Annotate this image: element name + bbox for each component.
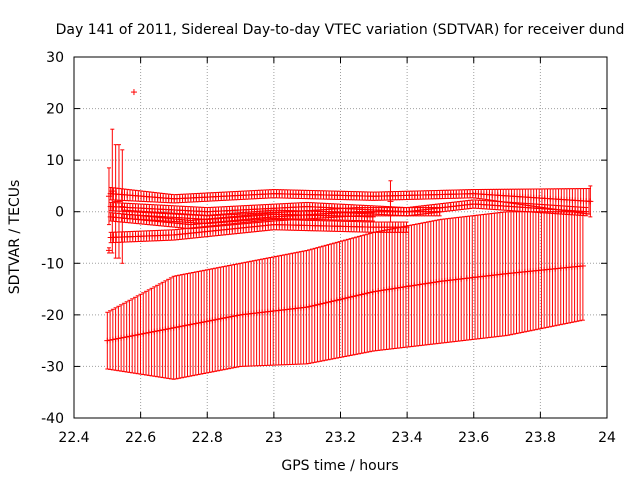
outlier-points <box>105 89 594 264</box>
y-tick-label: 30 <box>46 50 64 66</box>
series-line <box>110 203 587 213</box>
y-axis-label: SDTVAR / TECUs <box>7 180 23 295</box>
series-prn-b <box>107 186 592 215</box>
y-tick-label: -20 <box>41 308 64 324</box>
series-prn-f <box>120 209 376 225</box>
x-tick-label: 22.4 <box>58 430 89 446</box>
outlier-point <box>130 89 137 96</box>
y-tick-label: -40 <box>41 411 64 427</box>
x-tick-label: 23.4 <box>392 430 423 446</box>
outlier-point <box>115 144 122 259</box>
outlier-point <box>387 180 394 223</box>
y-tick-label: 20 <box>46 102 64 118</box>
y-tick-label: 10 <box>46 153 64 169</box>
outlier-point <box>119 149 126 264</box>
series-prn-a <box>104 211 586 380</box>
x-tick-label: 23 <box>265 430 283 446</box>
x-tick-label: 22.8 <box>192 430 223 446</box>
outlier-point <box>105 247 112 254</box>
chart-title: Day 141 of 2011, Sidereal Day-to-day VTE… <box>56 22 625 38</box>
series-line <box>123 213 373 220</box>
data-series-layer <box>104 89 594 380</box>
series-prn-d <box>107 199 590 217</box>
x-tick-label: 23.8 <box>525 430 556 446</box>
x-axis-label: GPS time / hours <box>281 458 398 474</box>
grid-lines <box>74 57 607 418</box>
axis-ticks: 22.4 22.6 22.8 23 23.2 23.4 23.6 23.8 24 -40 -30 -2… <box>41 50 616 446</box>
series-line <box>110 224 407 238</box>
series-line <box>110 193 590 202</box>
y-tick-label: -30 <box>41 359 64 375</box>
y-tick-label: -10 <box>41 256 64 272</box>
y-tick-label: 0 <box>55 205 64 221</box>
series-prn-e <box>107 218 410 244</box>
outlier-point <box>105 167 112 226</box>
x-tick-label: 23.6 <box>458 430 489 446</box>
outlier-point <box>587 185 594 218</box>
series-line <box>107 265 583 342</box>
x-tick-label: 24 <box>598 430 616 446</box>
x-tick-label: 23.2 <box>325 430 356 446</box>
x-tick-label: 22.6 <box>125 430 156 446</box>
